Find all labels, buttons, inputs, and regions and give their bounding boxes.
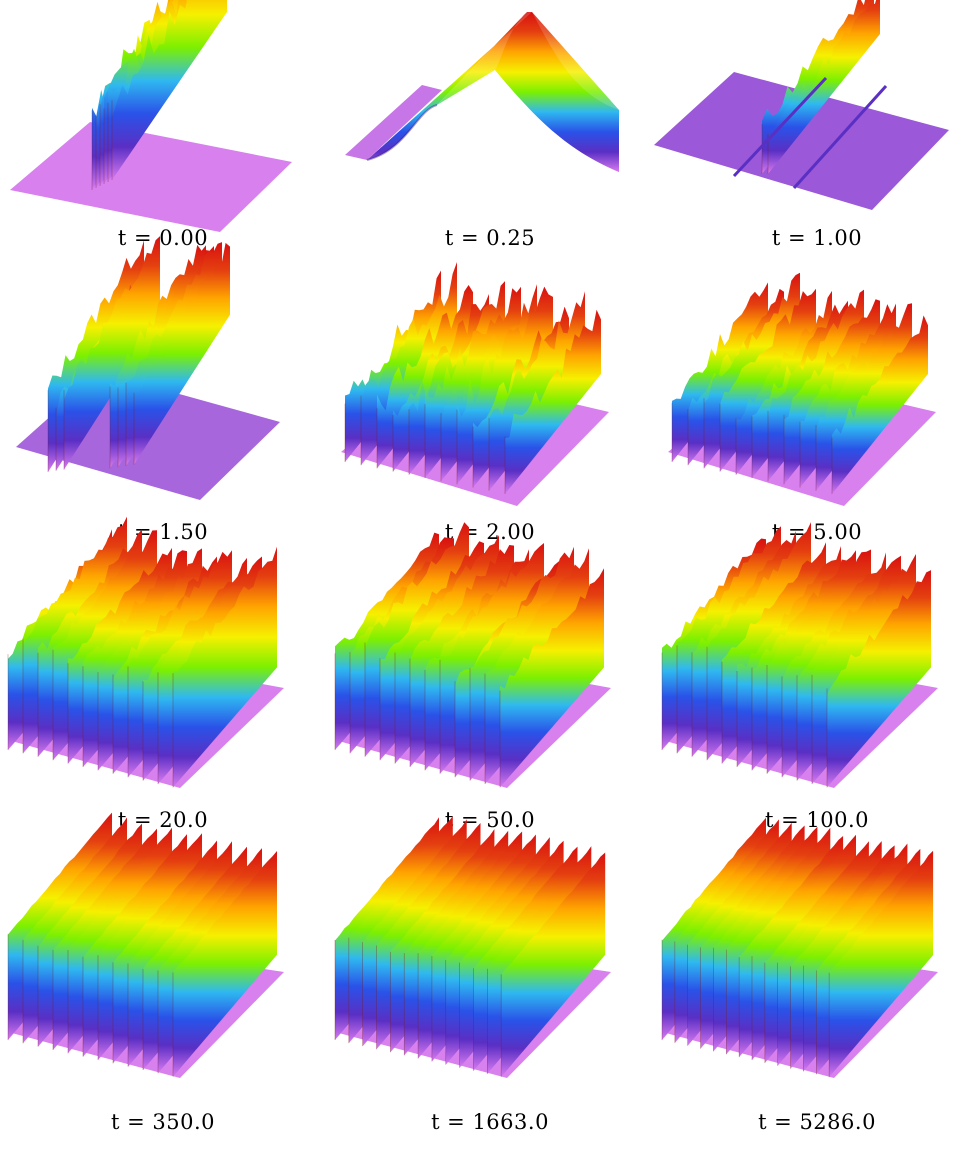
surface-plot — [661, 817, 938, 1078]
ridge-13 — [501, 852, 606, 1077]
panel-caption: t = 1663.0 — [431, 1110, 549, 1134]
panel-10: t = 350.0 — [0, 812, 326, 1150]
panel-5: t = 2.00 — [327, 262, 653, 560]
panel-caption: t = 0.00 — [117, 226, 209, 250]
side-groove — [732, 76, 828, 178]
panel-caption: t = 0.25 — [444, 226, 536, 250]
surface-plot — [654, 0, 949, 210]
panel-6: t = 5.00 — [654, 272, 980, 560]
panel-caption: t = 1.50 — [117, 520, 209, 544]
panel-7: t = 20.0 — [0, 516, 326, 848]
surface-plot — [7, 812, 284, 1078]
panel-caption: t = 350.0 — [110, 1110, 215, 1134]
surface-regular-ridges — [334, 816, 611, 1078]
ridge-12 — [173, 851, 277, 1077]
ridge-12 — [500, 568, 604, 788]
panel-1: t = 0.00 — [0, 0, 326, 266]
panel-9: t = 100.0 — [654, 522, 980, 848]
surface-single-peak — [654, 0, 949, 210]
surface-regular-ridges — [661, 817, 938, 1078]
surface-many-ridges — [341, 262, 609, 506]
panel-caption: t = 2.00 — [444, 520, 536, 544]
ridge-12 — [173, 546, 277, 788]
gaussian-ridge-slope — [437, 12, 619, 172]
surface-plot — [334, 522, 611, 788]
ridge-peak — [64, 236, 160, 470]
panel-3: t = 1.00 — [654, 0, 980, 266]
surface-plot — [334, 816, 611, 1078]
panel-8: t = 50.0 — [327, 522, 653, 848]
surface-plot — [10, 0, 292, 232]
surface-plot — [345, 12, 619, 172]
panel-2: t = 0.25 — [327, 0, 653, 266]
panel-caption: t = 20.0 — [117, 808, 209, 832]
surface-initial-stripe — [10, 0, 292, 232]
surface-plot — [16, 236, 280, 500]
ridge-12 — [827, 570, 931, 788]
base-plane — [10, 122, 292, 232]
ridge-11 — [505, 309, 601, 494]
surface-diffused-ridge — [345, 12, 619, 172]
panel-caption: t = 5286.0 — [758, 1110, 876, 1134]
surface-wavy-ridges — [7, 516, 284, 788]
surface-wavy-ridges — [334, 522, 611, 788]
surface-plot — [341, 262, 609, 506]
surface-plot — [7, 516, 284, 788]
side-groove — [792, 84, 888, 190]
panel-caption: t = 1.00 — [771, 226, 863, 250]
base-plane — [654, 72, 949, 210]
surface-plot — [668, 272, 936, 506]
panel-caption: t = 50.0 — [444, 808, 536, 832]
ridge-peak — [134, 242, 230, 465]
surface-many-ridges — [668, 272, 936, 506]
panel-caption: t = 5.00 — [771, 520, 863, 544]
central-peak — [768, 0, 880, 174]
ridge-14 — [829, 850, 934, 1078]
base-plane-left — [345, 85, 442, 160]
ridge-11 — [832, 315, 928, 494]
panel-11: t = 1663.0 — [327, 816, 653, 1150]
surface-wavy-ridges — [661, 522, 938, 788]
ridge-shadow — [366, 104, 438, 161]
surface-split-peaks — [16, 236, 280, 500]
surface-plot — [661, 522, 938, 788]
panel-4: t = 1.50 — [0, 236, 326, 560]
surface-regular-ridges — [7, 812, 284, 1078]
noisy-stripe — [112, 0, 227, 180]
panel-12: t = 5286.0 — [654, 817, 980, 1150]
